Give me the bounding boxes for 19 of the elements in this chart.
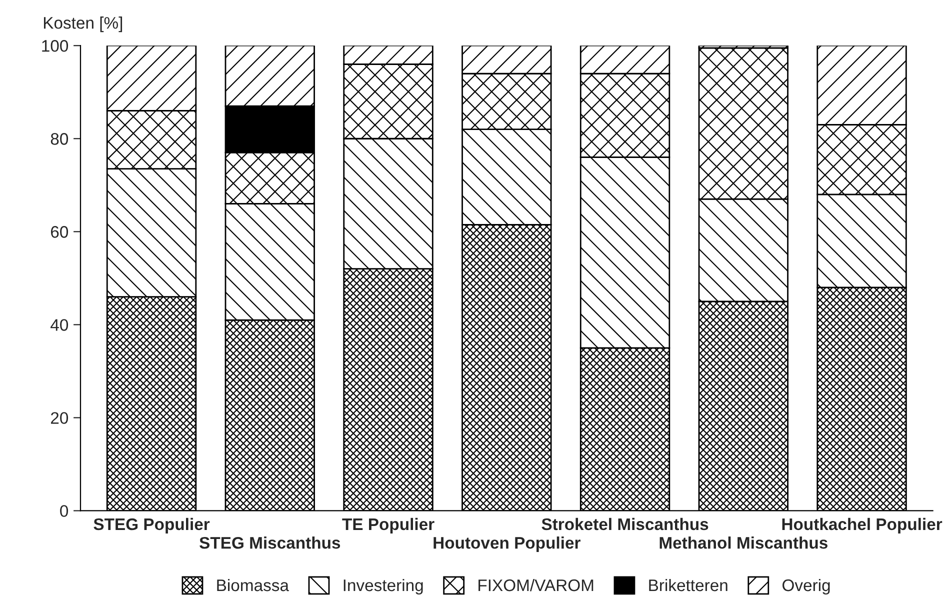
y-tick-label: 20 <box>50 412 68 424</box>
x-tick-label: Stroketel Miscanthus <box>542 518 708 530</box>
x-tick-label: STEG Miscanthus <box>200 536 340 549</box>
legend-label: Investering <box>344 578 423 595</box>
x-tick-label: Methanol Miscanthus <box>660 536 828 549</box>
y-tick-label: 40 <box>50 319 68 331</box>
x-tick-label: STEG Populier <box>94 518 210 534</box>
legend-label: FIXOM/VAROM <box>478 578 594 592</box>
y-tick-label: 100 <box>42 40 68 52</box>
x-tick-label: Houtkachel Populier <box>782 518 942 534</box>
legend-label: Overig <box>782 578 830 595</box>
legend-label: Briketteren <box>649 578 728 592</box>
y-tick-label: 0 <box>60 505 68 517</box>
y-tick-label: 60 <box>51 226 68 238</box>
x-tick-label: TE Populier <box>342 518 434 534</box>
legend-label: Biomassa <box>217 578 289 592</box>
y-axis-title: Kosten [%] <box>44 16 122 32</box>
y-tick-label: 80 <box>50 133 68 145</box>
x-tick-label: Houtoven Populier <box>434 536 580 552</box>
